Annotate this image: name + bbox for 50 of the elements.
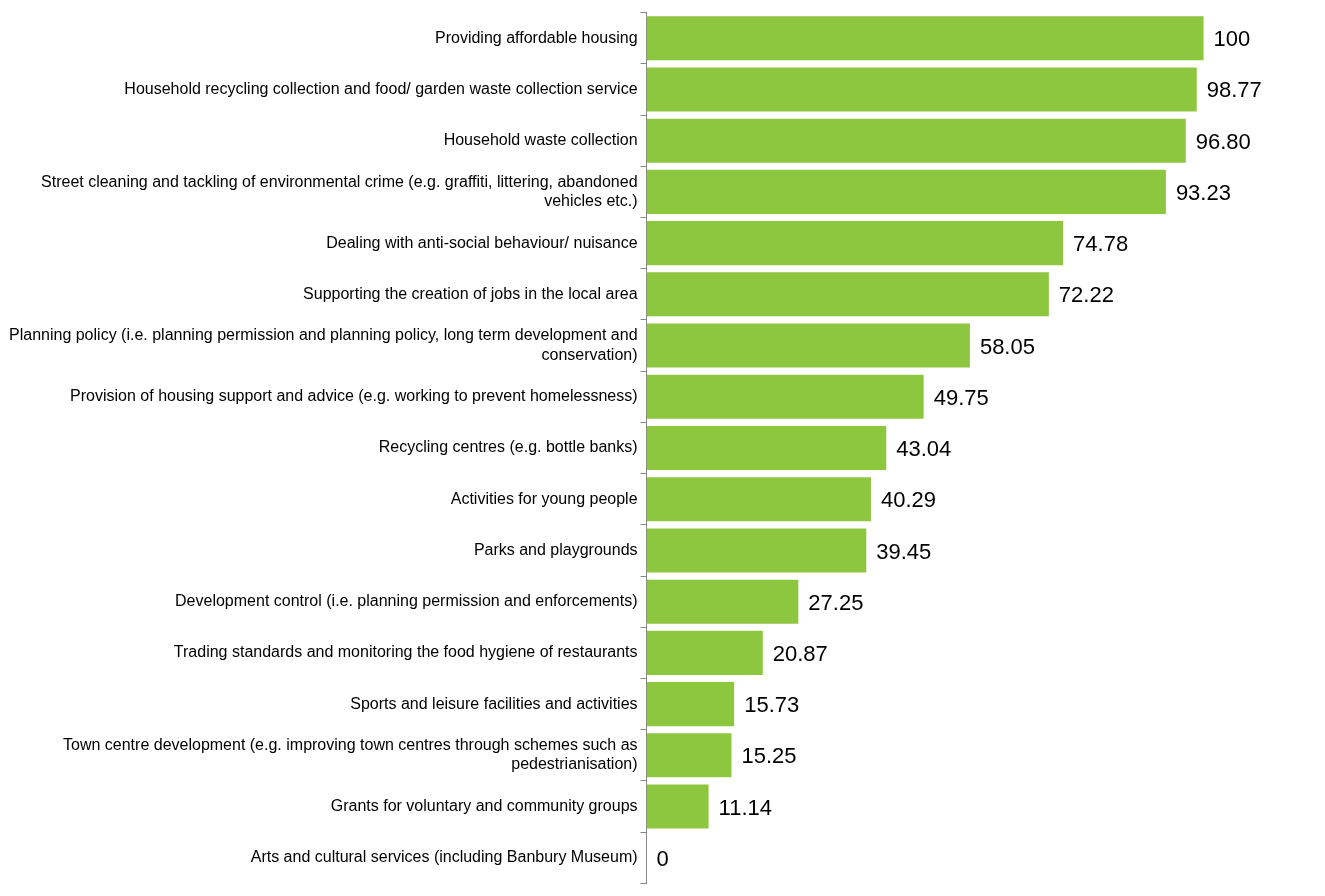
bar (646, 425, 887, 471)
bar (646, 16, 1204, 61)
bar (646, 733, 732, 778)
y-tick-label: Household recycling collection and food/ garden waste collection service (124, 79, 638, 97)
data-label: 43.04 (896, 436, 952, 462)
bar (646, 67, 1197, 112)
y-tick-label: Parks and playgrounds (473, 540, 638, 558)
y-tick-label: Activities for young people (450, 489, 638, 507)
data-label: 100 (1213, 26, 1251, 52)
data-label: 93.23 (1175, 179, 1231, 205)
bar (646, 118, 1186, 163)
y-tick-label: Arts and cultural services (including Banbury Museum) (250, 848, 638, 866)
y-tick-label: Town centre development (e.g. improving town centres through schemes such as pedestrianisation) (63, 736, 638, 773)
y-tick-label: Supporting the creation of jobs in the local area (303, 284, 638, 302)
bar (646, 169, 1166, 214)
data-label: 40.29 (880, 487, 937, 513)
y-tick-label: Dealing with anti-social behaviour/ nuisance (326, 233, 638, 251)
y-tick-label: Grants for voluntary and community groups (330, 796, 638, 814)
bar (646, 630, 763, 675)
y-tick-label: Provision of housing support and advice (e.g. working to prevent homelessness) (70, 387, 638, 405)
data-label: 96.80 (1195, 128, 1251, 154)
y-tick-label: Street cleaning and tackling of environmental crime (e.g. graffiti, littering, abandoned vehicles etc.) (41, 172, 638, 209)
y-tick-label: Trading standards and monitoring the food hygiene of restaurants (173, 643, 638, 661)
bar (646, 272, 1049, 317)
y-tick-label: Sports and leisure facilities and activities (350, 694, 638, 712)
bar (646, 682, 735, 727)
bar (646, 221, 1064, 266)
data-label: 0 (656, 845, 669, 871)
bar (646, 477, 871, 522)
bar (646, 528, 867, 573)
data-label: 39.45 (876, 538, 932, 564)
data-label: 58.05 (979, 333, 1035, 359)
bar (646, 323, 970, 368)
bar (646, 784, 709, 829)
data-label: 15.25 (741, 743, 797, 769)
data-label: 20.87 (772, 640, 828, 666)
data-label: 27.25 (808, 589, 864, 615)
data-label: 15.73 (744, 692, 800, 718)
bar (646, 374, 924, 419)
data-label: 98.77 (1206, 77, 1262, 103)
y-tick-label: Recycling centres (e.g. bottle banks) (378, 438, 638, 456)
data-label: 72.22 (1058, 282, 1114, 308)
y-tick-label: Household waste collection (443, 131, 638, 149)
data-label: 74.78 (1073, 231, 1129, 257)
y-tick-label: Planning policy (i.e. planning permission and planning policy, long term development and conservation) (9, 326, 638, 363)
data-label: 49.75 (933, 384, 989, 410)
data-label: 11.14 (718, 794, 773, 820)
y-tick-label: Providing affordable housing (435, 28, 638, 46)
y-tick-label: Development control (i.e. planning permission and enforcements) (175, 592, 638, 610)
bar (646, 579, 799, 624)
